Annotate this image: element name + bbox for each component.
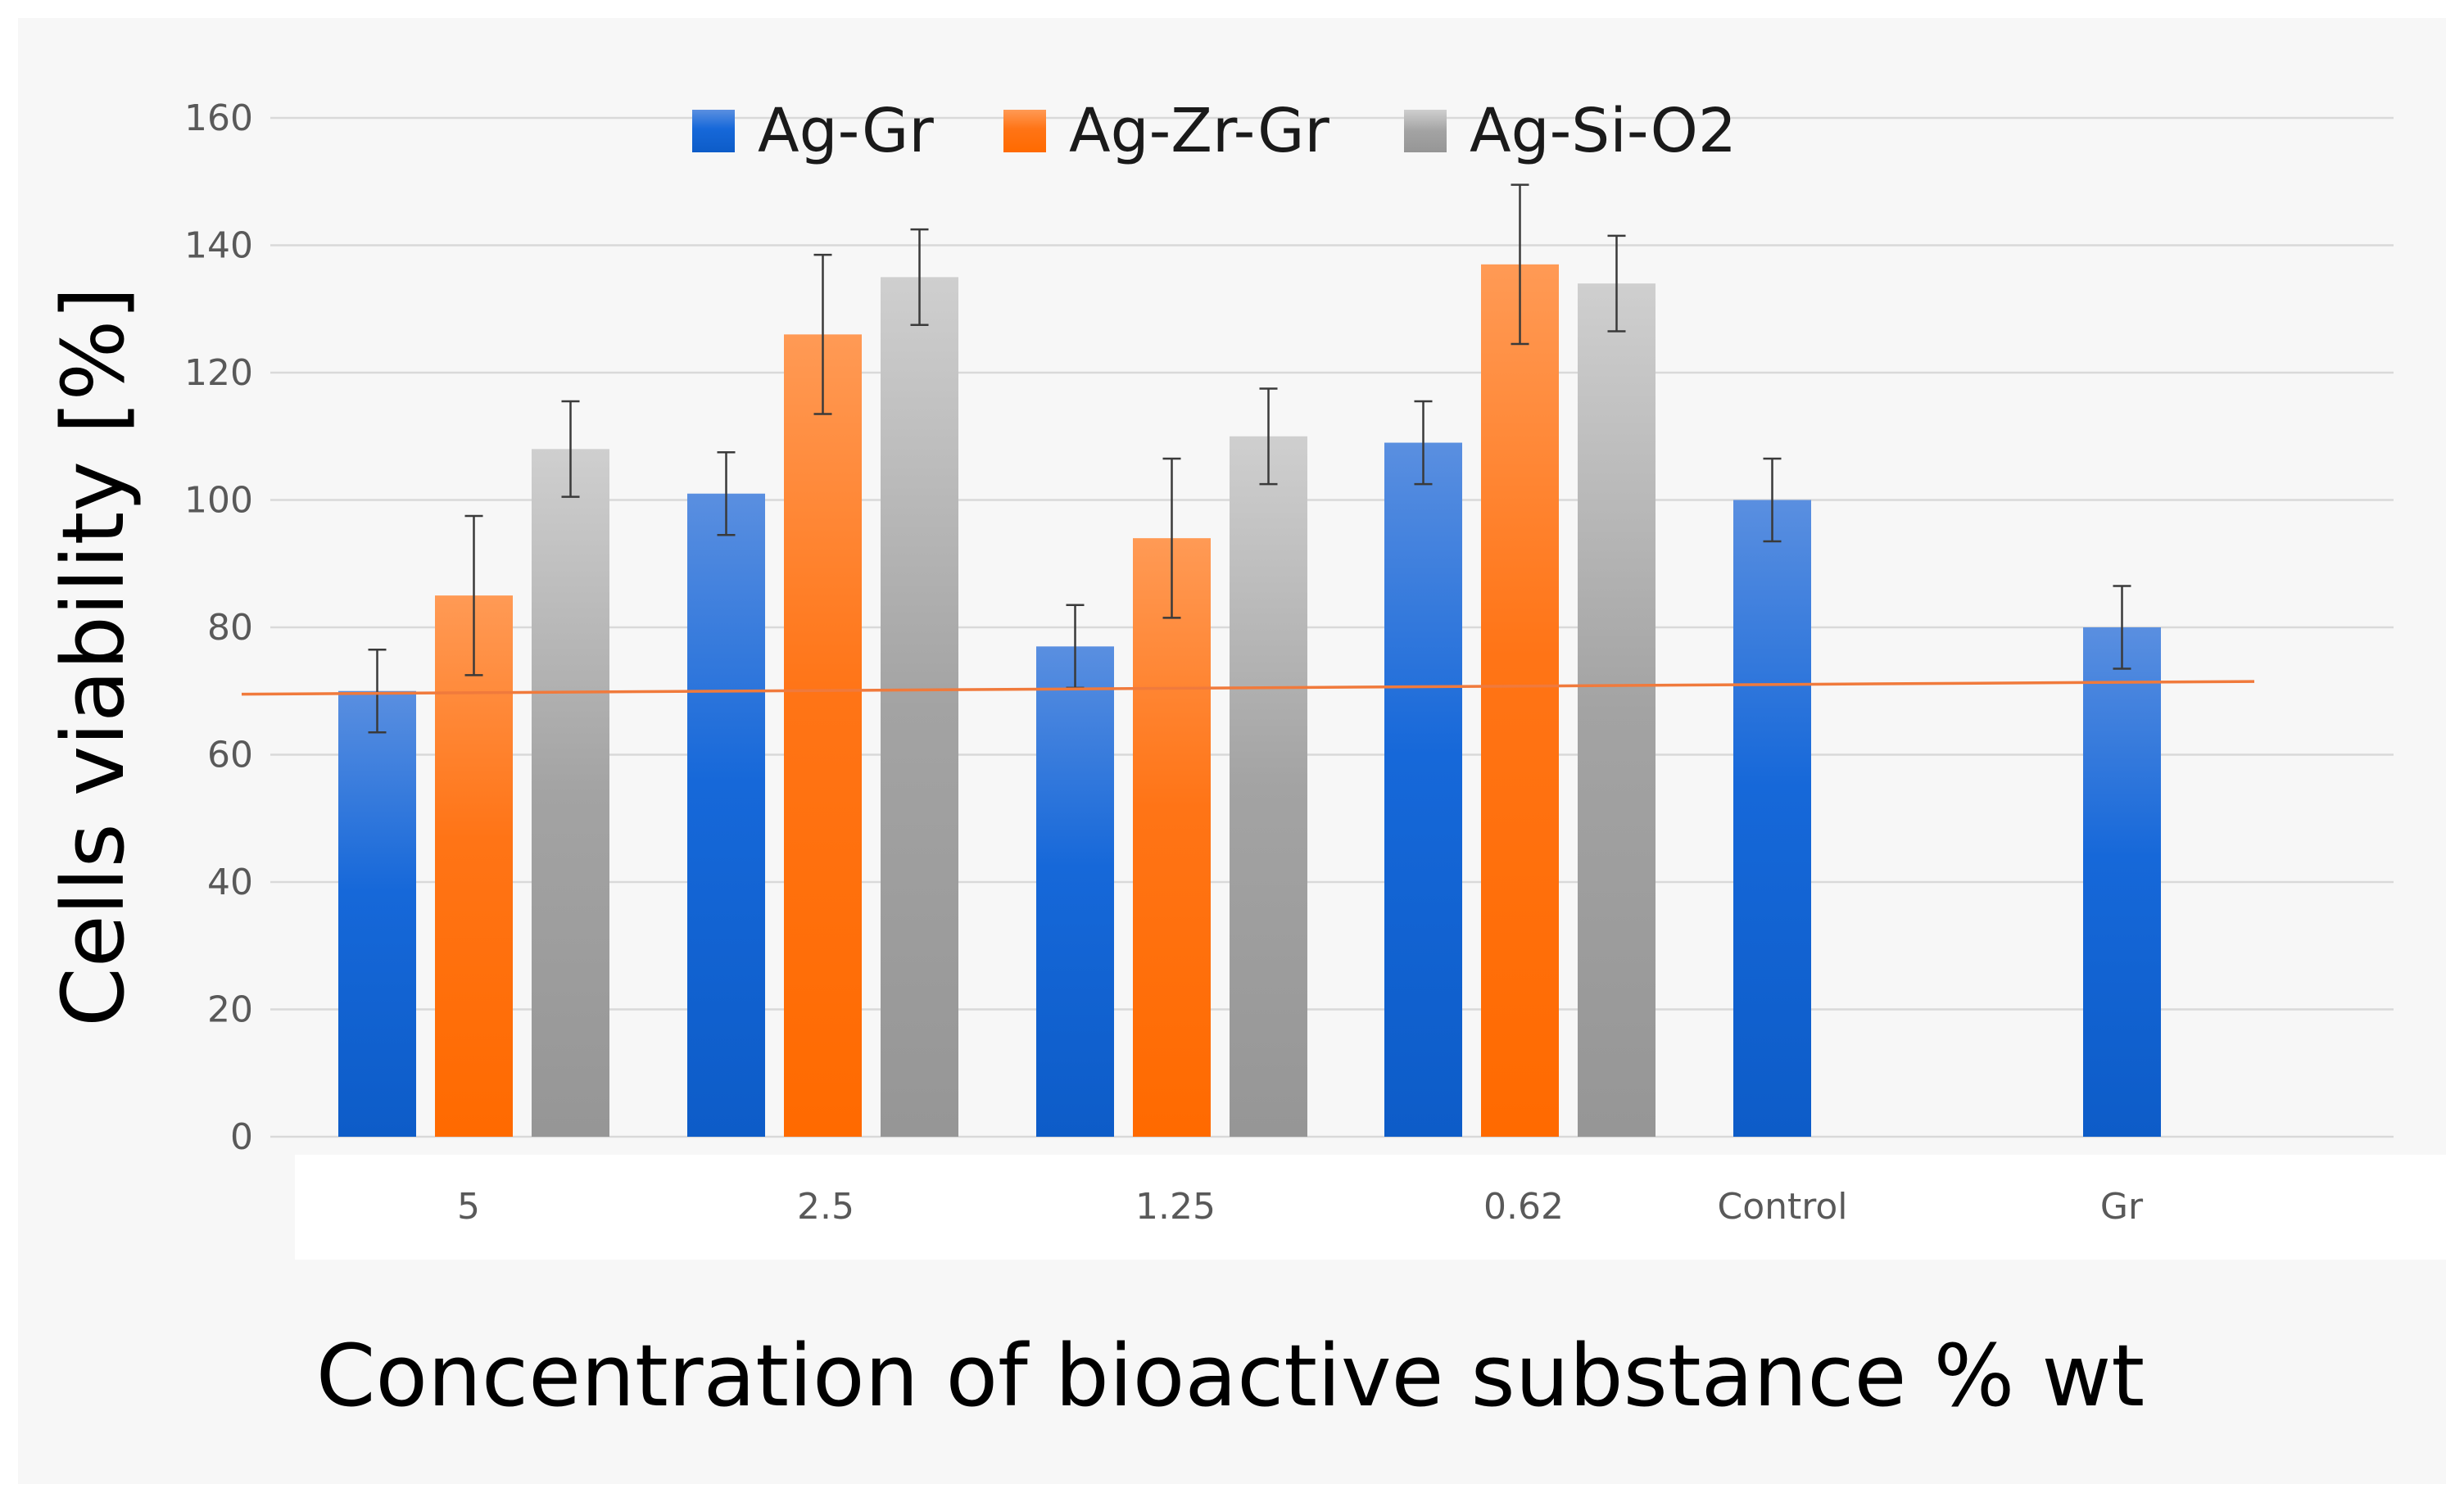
error-bar [1511, 183, 1529, 346]
y-tick-label: 120 [184, 352, 253, 394]
legend-swatch [1404, 110, 1447, 152]
legend-swatch [692, 110, 735, 152]
y-tick-label: 160 [184, 97, 253, 139]
error-bar [1607, 234, 1626, 333]
y-tick-labels: 0 20 40 60 80 100 120 140 160 [184, 97, 253, 1158]
error-bar [1162, 457, 1181, 619]
legend-entry: Ag-Zr-Gr [1003, 96, 1329, 166]
y-tick-label: 20 [207, 989, 253, 1031]
chart-frame: 0 20 40 60 80 100 120 140 160 5 2.5 1.25 0.62 Contro… [18, 18, 2446, 1484]
x-tick-label: 2.5 [797, 1186, 854, 1228]
bar-ag-gr-4 [1733, 500, 1811, 1137]
x-tick-label: 5 [457, 1186, 480, 1228]
error-bar [717, 450, 736, 536]
legend-entry: Ag-Gr [692, 96, 934, 166]
legend: Ag-Gr Ag-Zr-Gr Ag-Si-O2 [692, 96, 1737, 166]
bar-ag-si-o2-1 [881, 277, 958, 1137]
y-tick-label: 60 [207, 735, 253, 776]
bar-chart: 0 20 40 60 80 100 120 140 160 5 2.5 1.25 0.62 Contro… [43, 96, 2446, 1426]
x-tick-label: Control [1717, 1186, 1847, 1228]
bar-ag-gr-1 [687, 493, 765, 1137]
y-tick-label: 0 [230, 1116, 253, 1158]
error-bar [561, 400, 580, 498]
y-axis-title: Cells viability [%] [43, 287, 143, 1027]
bar-ag-gr-5 [2083, 627, 2161, 1137]
bar-ag-gr-0 [338, 690, 416, 1137]
legend-label: Ag-Gr [758, 96, 934, 166]
reference-line [241, 680, 2255, 696]
bar-ag-gr-2 [1036, 646, 1114, 1137]
error-bar [464, 514, 483, 676]
legend-label: Ag-Si-O2 [1470, 96, 1737, 166]
bars [338, 264, 2161, 1138]
bar-ag-zr-gr-3 [1481, 264, 1559, 1138]
error-bar [910, 228, 929, 326]
x-axis-band [295, 1155, 2446, 1260]
y-tick-label: 140 [184, 225, 253, 267]
y-tick-label: 100 [184, 480, 253, 522]
bar-ag-zr-gr-1 [784, 334, 862, 1138]
x-tick-label: 1.25 [1135, 1186, 1216, 1228]
y-tick-label: 40 [207, 862, 253, 903]
legend-entry: Ag-Si-O2 [1404, 96, 1737, 166]
error-bar [368, 648, 387, 734]
error-bar [2113, 585, 2131, 670]
x-tick-labels: 5 2.5 1.25 0.62 Control Gr [457, 1186, 2144, 1228]
legend-label: Ag-Zr-Gr [1069, 96, 1329, 166]
error-bars [368, 183, 2131, 734]
legend-swatch [1003, 110, 1046, 152]
grid-lines [270, 116, 2394, 1138]
x-tick-label: 0.62 [1483, 1186, 1564, 1228]
bar-ag-zr-gr-2 [1133, 538, 1211, 1137]
x-tick-label: Gr [2100, 1186, 2144, 1228]
error-bar [813, 253, 832, 415]
bar-ag-si-o2-2 [1230, 436, 1307, 1137]
y-tick-label: 80 [207, 607, 253, 649]
bar-ag-si-o2-3 [1578, 283, 1656, 1137]
bar-ag-si-o2-0 [532, 449, 609, 1137]
error-bar [1763, 457, 1782, 543]
error-bar [1259, 387, 1278, 486]
bar-ag-gr-3 [1384, 442, 1462, 1137]
bar-ag-zr-gr-0 [435, 595, 513, 1137]
x-axis-title: Concentration of bioactive substance % w… [316, 1326, 2145, 1426]
error-bar [1414, 400, 1433, 486]
